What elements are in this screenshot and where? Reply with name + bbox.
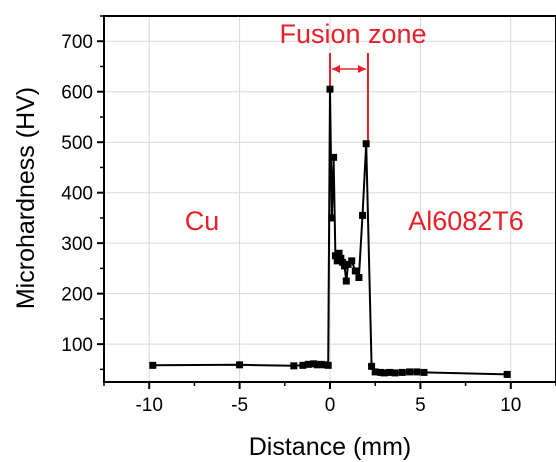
data-point bbox=[310, 360, 318, 368]
data-point bbox=[330, 153, 338, 161]
y-tick-label: 300 bbox=[61, 234, 93, 255]
y-tick-label: 600 bbox=[61, 83, 93, 104]
data-point bbox=[386, 368, 394, 376]
data-point bbox=[236, 361, 244, 369]
data-point bbox=[406, 368, 414, 376]
data-point bbox=[313, 361, 321, 369]
data-point bbox=[331, 252, 339, 260]
y-tick-label: 700 bbox=[61, 32, 93, 53]
data-point bbox=[368, 362, 376, 370]
data-point bbox=[304, 360, 312, 368]
data-point bbox=[377, 368, 385, 376]
data-point bbox=[344, 260, 352, 268]
x-tick-label: 0 bbox=[325, 395, 336, 416]
data-point bbox=[371, 368, 379, 376]
fusion-arrowhead-left bbox=[332, 65, 340, 73]
data-point bbox=[149, 361, 157, 369]
data-point bbox=[335, 249, 343, 257]
fusion-zone-markers bbox=[329, 53, 369, 148]
data-point bbox=[503, 370, 511, 378]
data-point bbox=[355, 274, 363, 282]
y-tick-label: 100 bbox=[61, 335, 93, 356]
data-point bbox=[339, 258, 347, 266]
data-point bbox=[391, 369, 399, 377]
data-point bbox=[342, 277, 350, 285]
al-label: Al6082T6 bbox=[408, 206, 524, 236]
data-point bbox=[359, 211, 367, 219]
x-tick-label: -10 bbox=[135, 395, 162, 416]
y-tick-label: 400 bbox=[61, 184, 93, 205]
x-tick-label: -5 bbox=[231, 395, 248, 416]
x-tick-label: 10 bbox=[500, 395, 521, 416]
data-point bbox=[340, 262, 348, 270]
x-tick-label: 5 bbox=[415, 395, 426, 416]
data-point bbox=[321, 361, 329, 369]
y-tick-label: 500 bbox=[61, 133, 93, 154]
data-point bbox=[348, 257, 356, 265]
data-point bbox=[317, 360, 325, 368]
data-point bbox=[420, 368, 428, 376]
data-point bbox=[398, 368, 406, 376]
axis-ticks: -10 -5 0 5 10 100 200 300 400 500 600 700 bbox=[61, 15, 556, 416]
data-point bbox=[333, 257, 341, 265]
data-point bbox=[290, 362, 298, 370]
data-point bbox=[324, 361, 332, 369]
data-point bbox=[362, 140, 370, 148]
data-point bbox=[328, 214, 336, 222]
y-tick-label: 200 bbox=[61, 285, 93, 306]
fusion-arrowhead-right bbox=[357, 65, 366, 73]
cu-label: Cu bbox=[185, 206, 220, 236]
series-layer bbox=[149, 85, 511, 378]
x-axis-title: Distance (mm) bbox=[249, 433, 412, 461]
y-axis-title: Microhardness (HV) bbox=[12, 87, 40, 309]
data-point bbox=[326, 85, 334, 93]
fusion-zone-label: Fusion zone bbox=[279, 19, 426, 49]
data-point bbox=[351, 267, 359, 275]
data-point bbox=[337, 254, 345, 262]
data-point bbox=[413, 368, 421, 376]
data-point bbox=[299, 361, 307, 369]
data-point bbox=[380, 369, 388, 377]
